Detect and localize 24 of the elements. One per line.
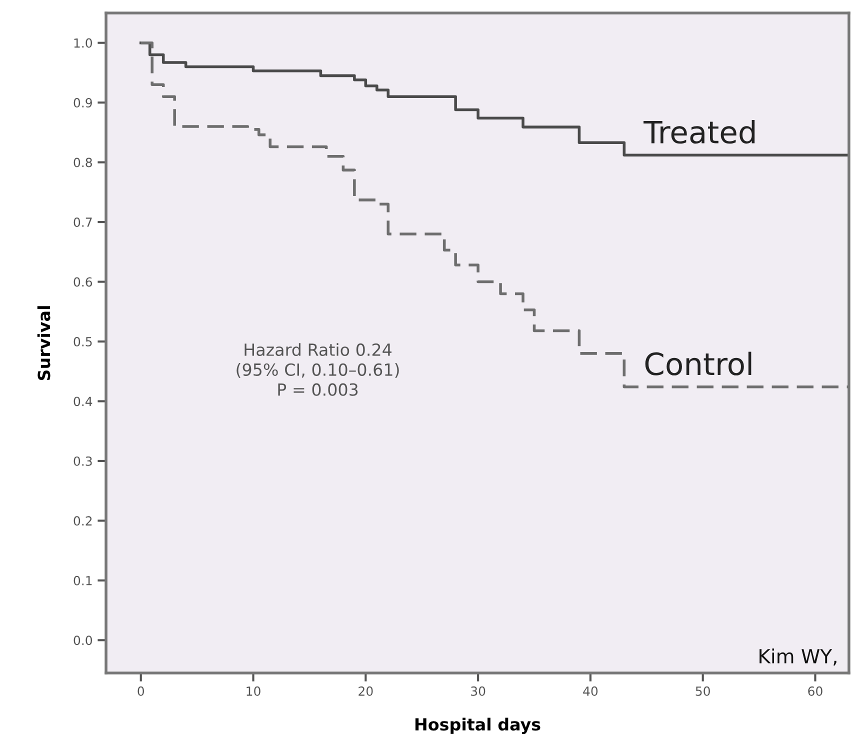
y-tick-label: 0.4 [74, 396, 92, 406]
x-tick-label: 40 [583, 686, 598, 696]
annotation: Hazard Ratio 0.24 (95% CI, 0.10–0.61) P = 0.003 [236, 343, 399, 396]
y-tick-label: 0.6 [74, 277, 92, 287]
x-tick-label: 0 [138, 686, 144, 696]
x-tick-label: 30 [471, 686, 486, 696]
x-axis-title: Hospital days [415, 718, 540, 734]
annotation: Kim WY, [760, 648, 836, 666]
y-tick-label: 0.0 [74, 636, 92, 646]
series-label: Control [645, 352, 752, 376]
y-tick-label: 0.7 [74, 218, 92, 227]
y-tick-label: 0.1 [74, 576, 92, 586]
y-tick-label: 0.8 [74, 158, 92, 168]
y-axis-title: Survival [37, 306, 50, 380]
x-tick-label: 50 [696, 686, 710, 696]
y-tick-label: 1.0 [74, 38, 92, 48]
y-tick-label: 0.3 [74, 456, 92, 466]
y-tick-label: 0.5 [74, 336, 92, 346]
y-tick-label: 0.2 [74, 516, 92, 526]
series-label: Treated [644, 120, 755, 144]
x-tick-label: 20 [358, 686, 373, 696]
x-tick-label: 10 [246, 686, 260, 696]
x-tick-label: 60 [808, 686, 822, 696]
y-tick-label: 0.9 [74, 98, 92, 108]
